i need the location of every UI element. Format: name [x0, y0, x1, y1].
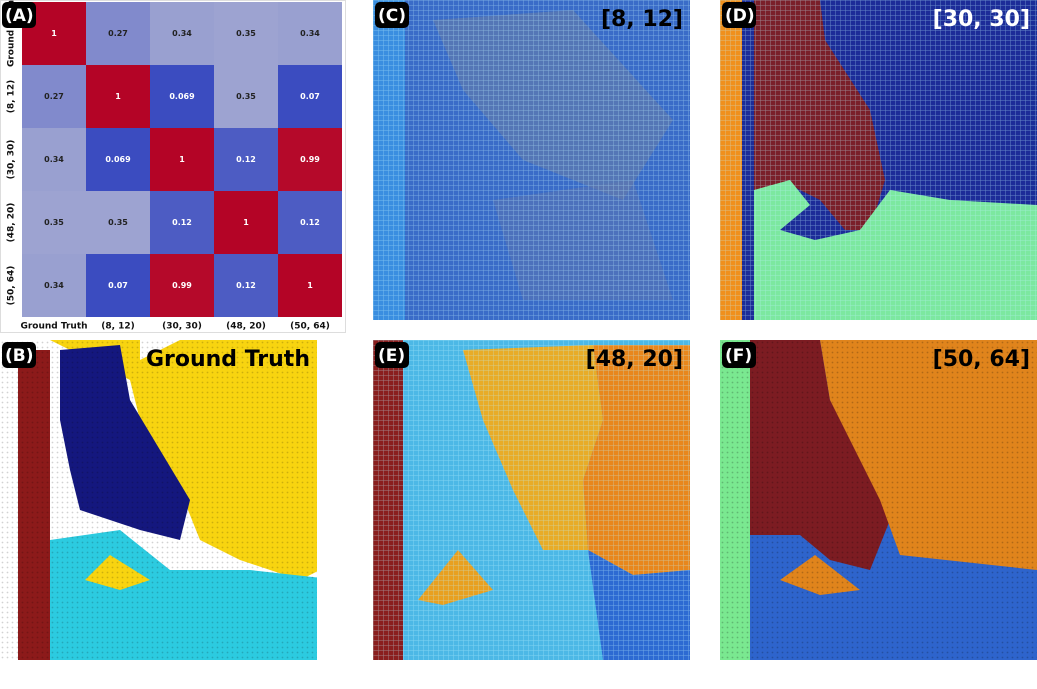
- map-f: [720, 340, 1037, 660]
- y-tick-label: (50, 64): [7, 266, 17, 306]
- cell-label: 0.99: [300, 155, 320, 164]
- cell-label: 0.27: [44, 92, 64, 101]
- cell-label: 0.34: [172, 29, 192, 38]
- cell-label: 0.34: [44, 155, 64, 164]
- cell-label: 1: [115, 92, 121, 101]
- map-e: [373, 340, 690, 660]
- cell-label: 0.27: [108, 29, 128, 38]
- panel-title: [8, 12]: [601, 7, 683, 32]
- cell-label: 0.069: [169, 92, 195, 101]
- cell-label: 1: [179, 155, 185, 164]
- panel-title: [30, 30]: [933, 7, 1030, 32]
- map-b: [0, 340, 340, 670]
- panel-tag: (E): [378, 346, 405, 366]
- panel-tag: (F): [725, 346, 752, 366]
- y-tick-label: (30, 30): [7, 140, 17, 180]
- x-tick-label: (8, 12): [101, 322, 135, 332]
- cell-label: 0.34: [300, 29, 320, 38]
- cell-label: 0.069: [105, 155, 131, 164]
- cell-label: 1: [51, 29, 57, 38]
- cell-label: 0.35: [44, 218, 64, 227]
- cell-label: 0.99: [172, 281, 192, 290]
- cell-label: 1: [243, 218, 249, 227]
- cell-label: 0.35: [236, 92, 256, 101]
- panel-title: Ground Truth: [146, 347, 310, 372]
- x-tick-label: (50, 64): [290, 322, 330, 332]
- cell-label: 0.12: [236, 155, 256, 164]
- figure: 1 0.27 0.34 0.35 0.34 0.27 1 0.069 0.35 0.07 0.34 0…: [0, 0, 1037, 689]
- cell-label: 0.12: [172, 218, 192, 227]
- heatmap: 1 0.27 0.34 0.35 0.34 0.27 1 0.069 0.35 0.07 0.34 0…: [7, 0, 343, 332]
- map-d: [720, 0, 1037, 320]
- panel-title: [50, 64]: [933, 347, 1030, 372]
- panel-title: [48, 20]: [586, 347, 683, 372]
- y-tick-label: (8, 12): [7, 80, 17, 114]
- cell-label: 0.12: [236, 281, 256, 290]
- panel-tag: (D): [725, 6, 755, 26]
- cell-label: 0.35: [236, 29, 256, 38]
- panel-tag: (C): [378, 6, 406, 26]
- cell-label: 0.12: [300, 218, 320, 227]
- cell-label: 0.35: [108, 218, 128, 227]
- page: {"chart_data": {"type": "heatmap", "pane…: [0, 0, 1037, 689]
- cell-label: 0.07: [108, 281, 128, 290]
- panel-tag: (A): [5, 6, 34, 26]
- map-c: [373, 0, 690, 320]
- x-tick-label: (30, 30): [162, 322, 202, 332]
- x-tick-label: Ground Truth: [20, 322, 87, 332]
- cell-label: 0.34: [44, 281, 64, 290]
- cell-label: 0.07: [300, 92, 320, 101]
- y-tick-label: (48, 20): [7, 203, 17, 243]
- panel-tag: (B): [5, 346, 34, 366]
- x-tick-label: (48, 20): [226, 322, 266, 332]
- cell-label: 1: [307, 281, 313, 290]
